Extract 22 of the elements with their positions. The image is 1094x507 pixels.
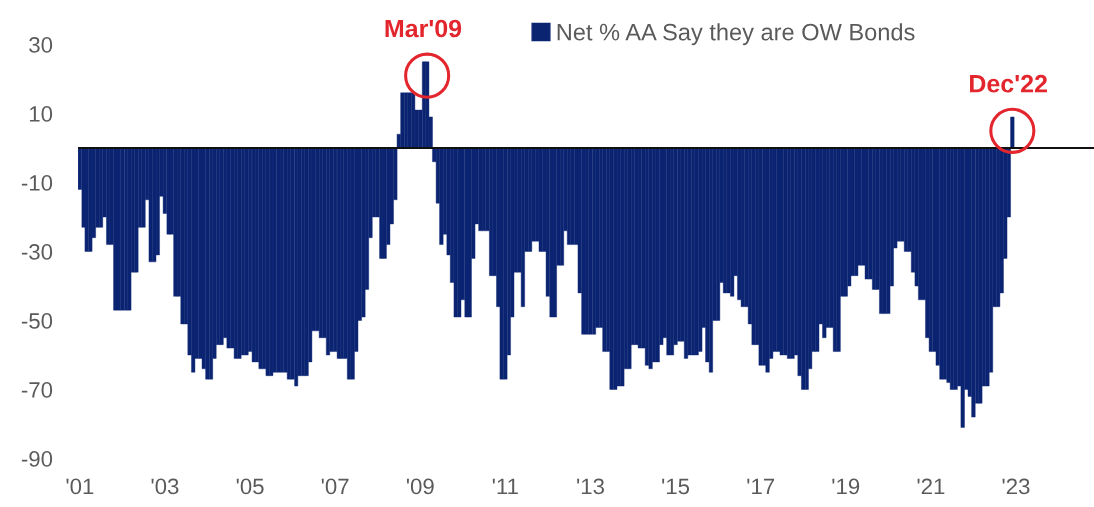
x-tick-label: '03: [151, 478, 179, 495]
y-tick-label: 30: [29, 37, 53, 53]
x-tick-label: '15: [662, 478, 690, 495]
y-tick-label: -50: [21, 313, 53, 329]
x-tick-label: '23: [1002, 478, 1030, 495]
y-tick-label: 10: [29, 106, 53, 122]
x-tick-label: '13: [577, 478, 604, 495]
x-tick-label: '21: [917, 478, 945, 495]
x-tick-label: '09: [406, 478, 434, 495]
x-tick-label: '19: [832, 478, 860, 495]
x-tick-label: '11: [492, 478, 518, 495]
y-tick-label: -10: [21, 175, 53, 191]
annotation: Mar'09: [385, 19, 462, 38]
x-tick-label: '05: [236, 478, 264, 495]
x-tick-label: '01: [66, 478, 94, 495]
annotation: Dec'22: [970, 74, 1047, 93]
y-tick-label: -30: [21, 244, 53, 260]
y-tick-label: -90: [21, 451, 53, 467]
x-tick-label: '17: [747, 478, 775, 495]
x-tick-label: '07: [321, 478, 349, 495]
legend-label: Net % AA Say they are OW Bonds: [557, 23, 915, 46]
y-tick-label: -70: [21, 382, 53, 398]
